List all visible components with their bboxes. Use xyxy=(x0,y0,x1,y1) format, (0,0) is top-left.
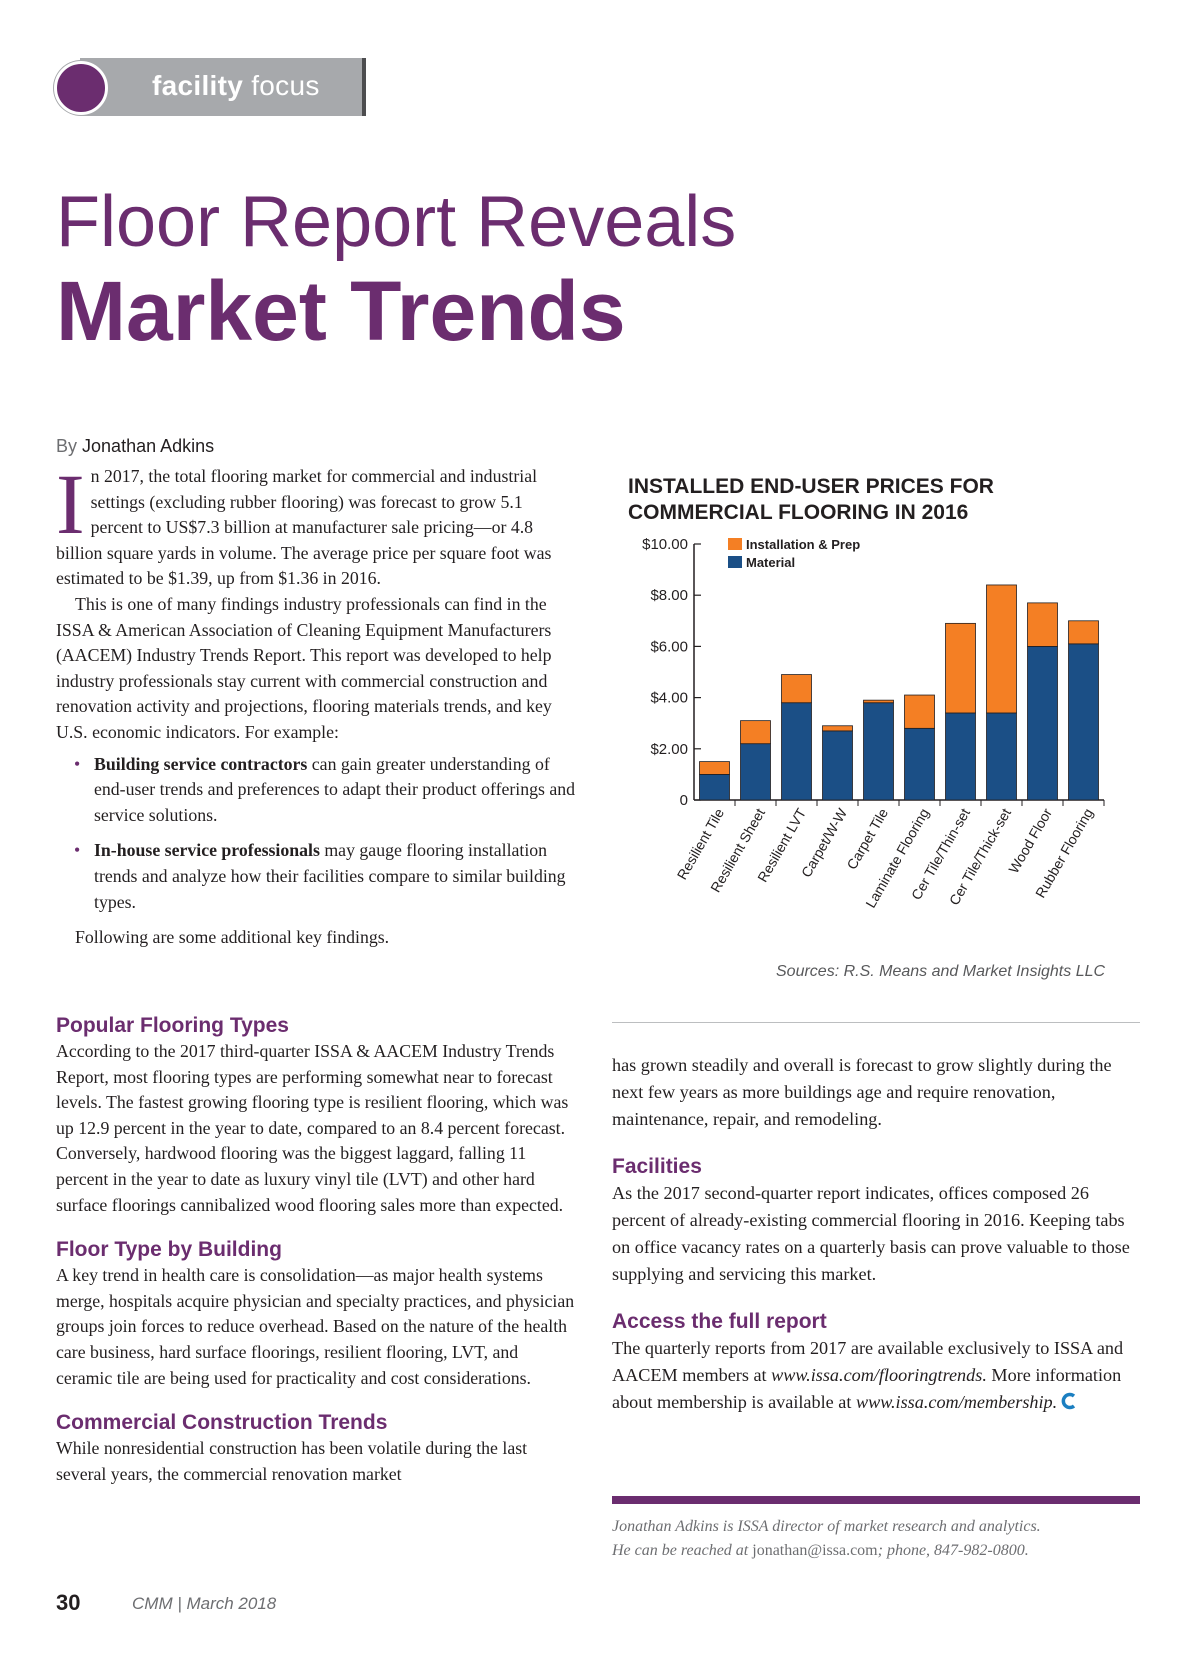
publication-info: CMM | March 2018 xyxy=(132,1594,277,1613)
divider xyxy=(612,1022,1140,1023)
sections-right: has grown steadily and overall is foreca… xyxy=(612,1052,1140,1416)
popular-flooring-text: According to the 2017 third-quarter ISSA… xyxy=(56,1041,569,1215)
sections-left: Popular Flooring Types According to the … xyxy=(56,1012,576,1487)
section-dot-icon xyxy=(54,61,108,115)
legend-label: Installation & Prep xyxy=(746,537,860,552)
bar-installation xyxy=(904,694,935,729)
commercial-construction-text: While nonresidential construction has be… xyxy=(56,1438,528,1484)
section-label: facility focus xyxy=(152,70,320,101)
byline: By Jonathan Adkins xyxy=(56,436,215,456)
y-tick-label: $4.00 xyxy=(650,690,688,707)
intro-paragraph-3: Following are some additional key findin… xyxy=(75,927,390,948)
bar-installation xyxy=(986,584,1017,714)
chart-source: Sources: R.S. Means and Market Insights … xyxy=(776,963,1106,980)
y-tick-label: $6.00 xyxy=(650,638,688,655)
bar-material xyxy=(986,712,1017,801)
author-email[interactable]: jonathan@issa.com xyxy=(752,1542,878,1559)
section-tab xyxy=(80,58,365,116)
section-tab-edge xyxy=(362,58,366,116)
end-mark-icon xyxy=(1061,1392,1076,1410)
bar-installation xyxy=(822,725,853,732)
heading-access-report: Access the full report xyxy=(612,1310,827,1333)
list-item: Building service contractors can gain gr… xyxy=(74,752,576,829)
intro-paragraph-1: n 2017, the total flooring market for co… xyxy=(56,466,552,589)
bar-material xyxy=(781,702,812,801)
findings-list: Building service contractors can gain gr… xyxy=(56,752,576,916)
y-tick-label: 0 xyxy=(680,792,688,809)
facilities-text: As the 2017 second-quarter report indica… xyxy=(612,1183,1130,1284)
access-report-text: The quarterly reports from 2017 are avai… xyxy=(612,1338,1124,1412)
dropcap: I xyxy=(56,456,85,552)
legend-swatch xyxy=(728,556,742,568)
heading-commercial-construction: Commercial Construction Trends xyxy=(56,1411,388,1435)
bar-material xyxy=(1068,643,1099,801)
bar-installation xyxy=(1027,602,1058,647)
intro-block: I n 2017, the total flooring market for … xyxy=(56,456,576,951)
y-tick-label: $10.00 xyxy=(642,536,688,553)
bar-material xyxy=(945,712,976,801)
legend-label: Material xyxy=(746,555,795,570)
heading-facilities: Facilities xyxy=(612,1155,702,1178)
bar-material xyxy=(904,727,935,801)
article-title-line2: Market Trends xyxy=(56,264,626,358)
heading-floor-type-building: Floor Type by Building xyxy=(56,1238,282,1262)
heading-popular-flooring: Popular Flooring Types xyxy=(56,1014,289,1037)
bar-installation xyxy=(740,720,771,745)
article-title-line1: Floor Report Reveals xyxy=(56,182,737,262)
bar-material xyxy=(740,743,771,801)
bar-material xyxy=(1027,646,1058,801)
commercial-construction-continued: has grown steadily and overall is foreca… xyxy=(612,1055,1112,1129)
author: Jonathan Adkins xyxy=(82,436,215,456)
footer-rule xyxy=(612,1496,1140,1504)
list-item: In-house service professionals may gauge… xyxy=(74,838,576,915)
chart-title: INSTALLED END-USER PRICES FOR COMMERCIAL… xyxy=(628,475,994,524)
floor-type-building-text: A key trend in health care is consolidat… xyxy=(56,1265,575,1388)
bar-installation xyxy=(863,699,894,704)
author-bio: Jonathan Adkins is ISSA director of mark… xyxy=(612,1518,1041,1559)
x-tick-label: Carpet Tile xyxy=(843,805,891,872)
membership-link[interactable]: www.issa.com/membership. xyxy=(855,1392,1058,1412)
flooringtrends-link[interactable]: www.issa.com/flooringtrends. xyxy=(771,1365,987,1385)
bar-installation xyxy=(699,761,730,775)
page-number: 30 xyxy=(56,1590,81,1615)
bar-material xyxy=(699,773,730,801)
intro-paragraph-2: This is one of many findings industry pr… xyxy=(56,593,552,742)
y-tick-label: $2.00 xyxy=(650,741,688,758)
y-tick-label: $8.00 xyxy=(650,587,688,604)
bar-material xyxy=(863,702,894,801)
legend-swatch xyxy=(728,538,742,550)
bar-installation xyxy=(945,622,976,714)
bar-material xyxy=(822,730,853,801)
bar-installation xyxy=(781,674,812,704)
bar-installation xyxy=(1068,620,1099,645)
